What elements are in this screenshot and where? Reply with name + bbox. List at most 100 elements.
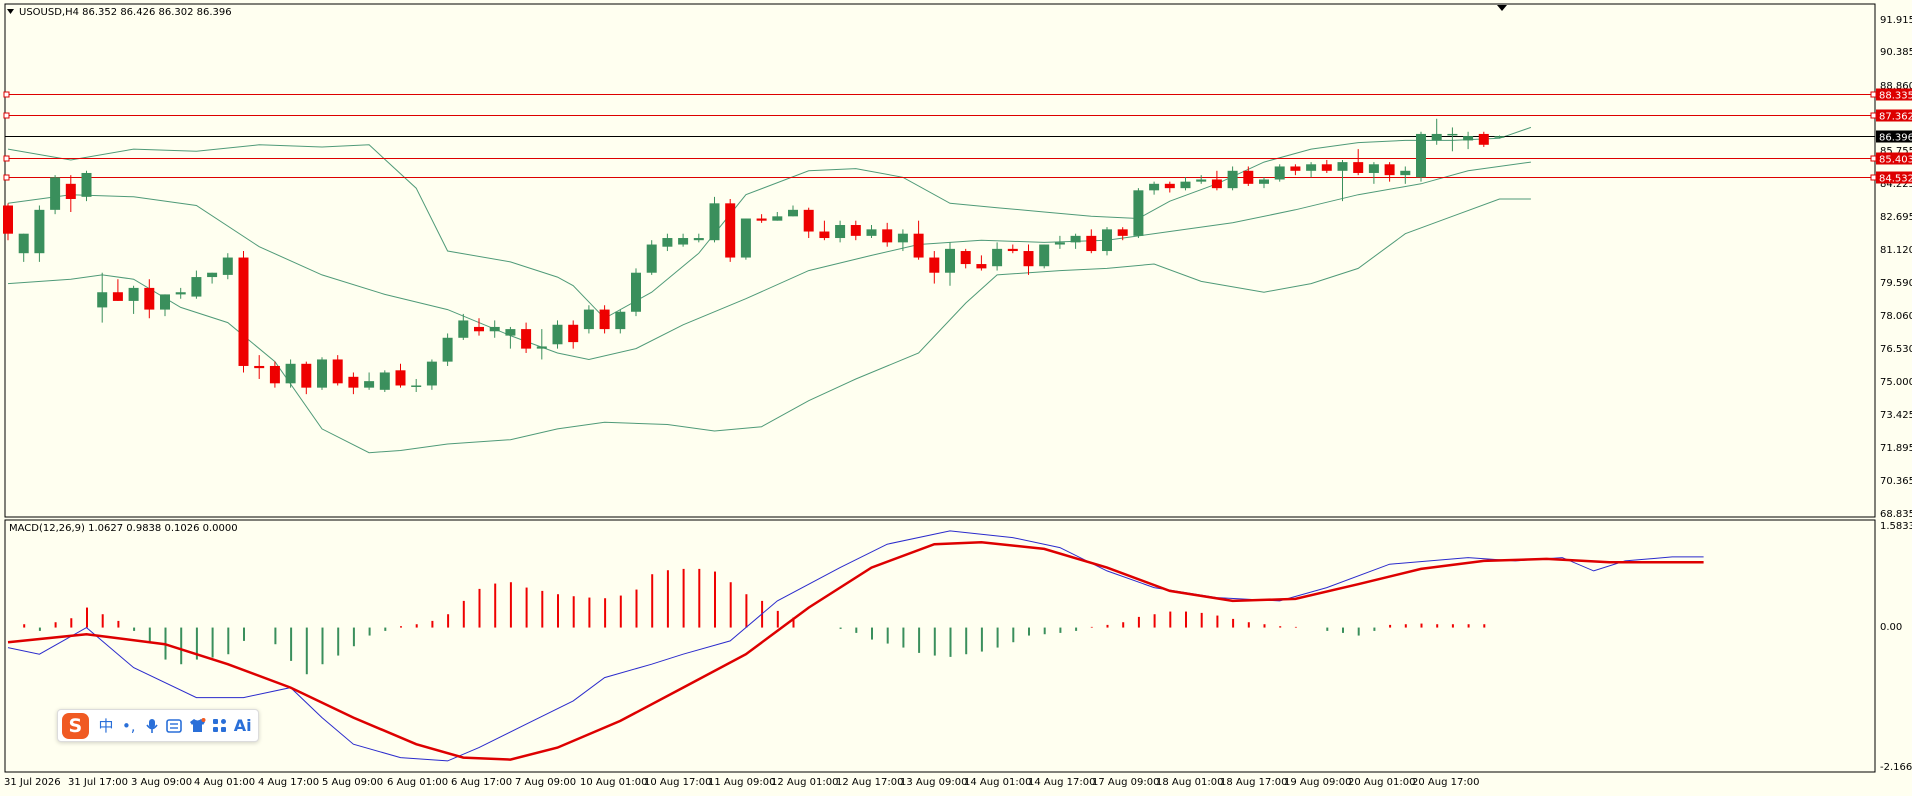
level-price-tag-text: 85.403 (1879, 155, 1912, 166)
toolbox-grid-icon[interactable] (208, 713, 231, 739)
level-handle[interactable] (1870, 155, 1877, 162)
skin-shirt-icon[interactable] (186, 713, 209, 739)
candle-body-bull (740, 218, 751, 258)
ai-assistant-icon[interactable]: Ai (233, 716, 252, 735)
candle (1274, 164, 1285, 182)
macd-indicator (7, 530, 1704, 762)
candle (269, 361, 280, 388)
menu-dropdown-icon[interactable] (7, 9, 14, 14)
candle-body-bull (1306, 164, 1317, 171)
candle (835, 220, 846, 243)
candle-body-bear (301, 363, 312, 388)
level-handle[interactable] (1870, 91, 1877, 98)
indicator-header: MACD(12,26,9) 1.0627 0.9838 0.1026 0.000… (9, 523, 238, 534)
level-handle[interactable] (3, 174, 10, 181)
candle-body-bear (929, 257, 940, 273)
candle (426, 359, 437, 390)
candle-body-bull (1400, 170, 1411, 176)
price-axis-label: 76.530 (1880, 344, 1912, 355)
candle (725, 198, 736, 262)
level-handle[interactable] (1870, 174, 1877, 181)
candle (458, 313, 469, 340)
price-axis-label: 70.365 (1880, 476, 1912, 487)
time-axis-label: 12 Aug 17:00 (836, 777, 903, 788)
candle-body-bull (364, 381, 375, 388)
candle (1368, 162, 1379, 184)
candle-body-bear (1321, 164, 1332, 171)
candle-body-bear (819, 231, 830, 239)
level-handle[interactable] (3, 155, 10, 162)
candle-body-bear (976, 264, 987, 269)
candle (3, 203, 13, 241)
candle-body-bull (1447, 133, 1458, 136)
sogou-logo[interactable]: S (62, 712, 89, 739)
candle-body-bull (458, 320, 469, 338)
candle-body-bull (1368, 164, 1379, 173)
candle-body-bull (693, 238, 704, 241)
candle-body-bear (3, 205, 13, 234)
bollinger-bands (7, 126, 1532, 454)
chart-shift-marker-icon[interactable] (1497, 5, 1507, 11)
candle-body-bear (112, 292, 123, 301)
candle-body-bear (1086, 235, 1097, 252)
candle-body-bull (1149, 183, 1160, 191)
time-axis-label: 5 Aug 09:00 (322, 777, 383, 788)
level-handle[interactable] (3, 112, 10, 119)
candle (882, 222, 893, 247)
candle-body-bull (505, 329, 516, 336)
candle-body-bull (646, 244, 657, 273)
candle-body-bear (599, 309, 610, 330)
time-axis-label: 19 Aug 09:00 (1284, 777, 1351, 788)
candle-body-bull (788, 209, 798, 217)
candle-body-bull (536, 346, 547, 349)
candle-body-bear (144, 287, 155, 310)
level-handle[interactable] (1870, 112, 1877, 119)
candle-body-bull (411, 385, 422, 387)
candle (646, 240, 657, 275)
candle-body-bull (191, 277, 202, 297)
candle (756, 214, 767, 223)
candle-body-bull (81, 172, 92, 197)
candle (301, 361, 312, 395)
price-axis-label: 68.835 (1880, 509, 1912, 520)
candle-body-bull (678, 238, 689, 245)
current-price-tag-text: 86.396 (1879, 133, 1912, 144)
candle (1117, 227, 1128, 241)
time-axis-label: 13 Aug 09:00 (900, 777, 967, 788)
candle-body-bull (1070, 235, 1081, 243)
candle (1400, 166, 1411, 184)
candle-body-bull (1463, 136, 1474, 141)
punctuation-icon[interactable]: •, (121, 716, 136, 735)
candle-body-bear (756, 218, 767, 221)
candle (128, 285, 139, 314)
chinese-mode-icon[interactable]: 中 (98, 717, 114, 735)
ime-toolbar[interactable]: S 中 •, Ai (57, 709, 259, 742)
keyboard-icon[interactable] (163, 713, 186, 739)
candle-body-bear (1353, 162, 1364, 173)
candle (850, 220, 861, 241)
candle-body-bull (489, 326, 500, 332)
time-axis-label: 17 Aug 09:00 (1092, 777, 1159, 788)
candle-body-bear (803, 209, 814, 232)
candle-body-bear (1023, 251, 1034, 267)
level-handle[interactable] (3, 91, 10, 98)
candle (992, 242, 1003, 271)
candle (1431, 118, 1442, 145)
time-axis: 31 Jul 2026 31 Jul 17:00 3 Aug 09:00 4 A… (4, 777, 1479, 788)
candle-body-bear (568, 324, 579, 343)
candle-body-bull (1416, 133, 1426, 178)
candle-body-bear (913, 233, 924, 258)
price-axis-label: 73.425 (1880, 410, 1912, 421)
candle (1227, 166, 1238, 191)
candle-body-bull (583, 309, 594, 330)
candle-body-bear (1290, 166, 1301, 171)
signal-line (7, 540, 1704, 761)
candle (1494, 135, 1505, 139)
candle-body-bear (1243, 170, 1254, 184)
candle (1290, 164, 1301, 176)
candle (50, 175, 61, 215)
candle (442, 333, 453, 366)
microphone-icon[interactable] (140, 713, 163, 739)
candle (160, 294, 170, 317)
